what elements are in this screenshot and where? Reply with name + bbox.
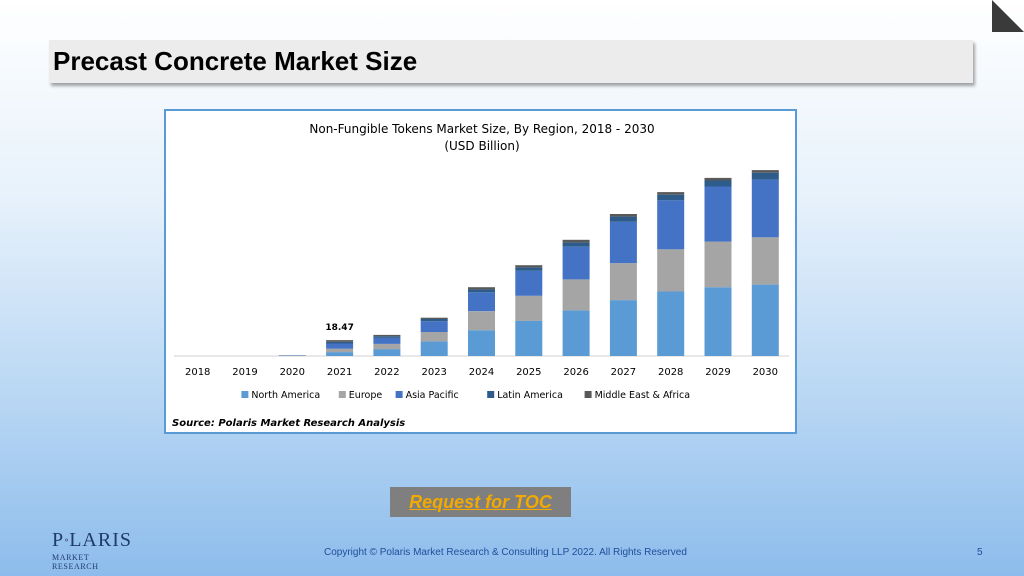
bar-2027-series-1 [609, 263, 637, 301]
bars-group: 18.47 [278, 170, 779, 356]
x-tick-label-2019: 2019 [232, 367, 257, 378]
polaris-logo: P LARIS MARKET RESEARCH [52, 530, 132, 571]
legend-label-1: Europe [349, 390, 383, 401]
x-tick-label-2018: 2018 [185, 367, 210, 378]
legend-label-0: North America [251, 390, 320, 401]
bar-2026-series-2 [562, 246, 590, 280]
bar-2022-series-3 [373, 336, 401, 338]
x-tick-label-2027: 2027 [611, 367, 636, 378]
bar-2024-series-1 [468, 311, 495, 331]
request-toc-button[interactable]: Request for TOC [390, 487, 571, 517]
bar-2027-series-3 [609, 216, 637, 222]
x-tick-label-2028: 2028 [658, 367, 683, 378]
bar-2025-series-2 [515, 270, 543, 296]
bar-2022-series-0 [373, 349, 401, 356]
page-title: Precast Concrete Market Size [53, 46, 418, 76]
legend-label-3: Latin America [497, 390, 563, 401]
bar-2029-series-0 [704, 287, 732, 356]
bar-2023-series-2 [420, 321, 448, 332]
bar-2026-series-3 [562, 242, 590, 247]
bar-2025-series-0 [515, 320, 543, 356]
x-tick-label-2020: 2020 [280, 367, 305, 378]
bar-2022-series-2 [373, 337, 401, 344]
bar-2024-series-4 [468, 287, 495, 290]
legend-swatch-3 [487, 391, 495, 398]
bar-2027-series-2 [609, 221, 637, 264]
bar-2029-series-4 [704, 177, 732, 181]
x-tick-label-2023: 2023 [421, 367, 446, 378]
x-tick-label-2024: 2024 [469, 367, 494, 378]
bar-2024-series-2 [468, 292, 495, 312]
bar-2026-series-0 [562, 310, 590, 356]
legend: North America Europe Asia Pacific Latin Ame… [241, 390, 690, 401]
chart-subtitle: (USD Billion) [444, 139, 519, 153]
corner-fold-icon [992, 0, 1024, 32]
bar-2028-series-3 [657, 194, 685, 201]
legend-swatch-0 [241, 391, 249, 398]
bar-2029-series-2 [704, 186, 732, 242]
chart-title: Non-Fungible Tokens Market Size, By Regi… [309, 122, 654, 136]
bar-2021-series-1 [326, 348, 354, 353]
x-tick-label-2030: 2030 [753, 367, 778, 378]
bar-2030-series-1 [751, 237, 779, 285]
logo-sub: MARKET RESEARCH [52, 553, 99, 571]
bar-2025-series-3 [515, 267, 543, 271]
bar-2029-series-1 [704, 241, 732, 288]
bar-2030-series-4 [751, 170, 779, 173]
bar-2023-series-4 [420, 317, 448, 319]
legend-swatch-4 [584, 391, 592, 398]
bar-2023-series-3 [420, 319, 448, 322]
bar-2030-series-3 [751, 172, 779, 180]
bar-2023-series-0 [420, 341, 448, 356]
bar-2026-series-4 [562, 239, 590, 243]
chart-source: Source: Polaris Market Research Analysis [172, 418, 405, 429]
star-icon [65, 538, 69, 542]
bar-2027-series-0 [609, 300, 637, 356]
x-tick-label-2025: 2025 [516, 367, 541, 378]
bar-2022-series-1 [373, 344, 401, 350]
chart-frame: Non-Fungible Tokens Market Size, By Regi… [164, 109, 797, 434]
logo-main: P LARIS [52, 530, 132, 550]
bar-2021-series-3 [326, 341, 354, 344]
bar-2026-series-1 [562, 279, 590, 311]
request-toc-label[interactable]: Request for TOC [409, 491, 552, 512]
bar-2028-series-0 [657, 291, 685, 356]
legend-swatch-2 [395, 391, 403, 398]
page-number: 5 [977, 547, 983, 558]
logo-main-right: LARIS [69, 529, 132, 551]
bar-2027-series-4 [609, 214, 637, 217]
data-label-2021: 18.47 [325, 323, 353, 333]
bar-2030-series-0 [751, 284, 779, 356]
title-bar: Precast Concrete Market Size [49, 40, 973, 83]
x-tick-label-2026: 2026 [563, 367, 588, 378]
bar-2022-series-4 [373, 334, 401, 337]
legend-label-2: Asia Pacific [406, 390, 459, 401]
x-tick-label-2029: 2029 [705, 367, 730, 378]
bar-2028-series-4 [657, 192, 685, 195]
bar-2029-series-3 [704, 180, 732, 187]
bar-2021-series-2 [326, 343, 354, 349]
bar-2025-series-4 [515, 265, 543, 268]
bar-2025-series-1 [515, 295, 543, 321]
bar-2024-series-3 [468, 289, 495, 293]
x-tick-labels: 2018 2019 2020 2021 2022 2023 2024 2025 2026 2027… [185, 367, 778, 378]
logo-main-left: P [52, 529, 65, 551]
copyright-text: Copyright © Polaris Market Research & Co… [324, 547, 687, 558]
legend-swatch-1 [338, 391, 346, 398]
bar-2030-series-2 [751, 179, 779, 238]
stacked-bar-chart: Non-Fungible Tokens Market Size, By Regi… [172, 122, 789, 429]
x-tick-label-2021: 2021 [327, 367, 352, 378]
legend-label-4: Middle East & Africa [595, 390, 690, 401]
bar-2028-series-1 [657, 249, 685, 292]
x-tick-label-2022: 2022 [374, 367, 399, 378]
bar-2024-series-0 [468, 330, 495, 356]
bar-2021-series-0 [326, 352, 354, 356]
bar-2028-series-2 [657, 200, 685, 250]
bar-2023-series-1 [420, 331, 448, 342]
bar-2021-series-4 [326, 340, 354, 342]
